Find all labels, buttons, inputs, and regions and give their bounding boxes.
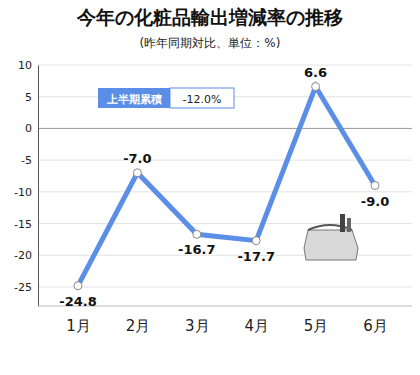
data-label: -16.7 xyxy=(178,242,215,257)
x-tick: 3月 xyxy=(185,306,210,335)
x-tick-label: 6月 xyxy=(363,317,388,335)
title: 今年の化粧品輸出増減率の推移 xyxy=(76,6,343,28)
grid xyxy=(38,65,412,287)
annotation-value: -12.0% xyxy=(183,93,222,106)
y-axis: 10 5 0 -5 -10 -15 -20 -25 xyxy=(14,59,38,306)
y-tick-label: -15 xyxy=(14,218,32,231)
annotation: 上半期累積 -12.0% xyxy=(98,88,234,108)
marker xyxy=(371,182,379,190)
y-tick: 10 xyxy=(18,59,38,72)
x-tick: 2月 xyxy=(126,306,151,335)
data-label: -17.7 xyxy=(237,249,274,264)
annotation-box-left xyxy=(98,88,170,108)
grid-line xyxy=(38,286,412,287)
y-tick: -10 xyxy=(14,186,38,199)
x-tick: 5月 xyxy=(304,306,329,335)
marker xyxy=(252,237,260,245)
y-tick: -15 xyxy=(14,218,38,231)
y-tick: -5 xyxy=(21,154,38,167)
grid-line xyxy=(38,160,412,161)
pouch-top xyxy=(308,225,352,230)
x-tick-label: 5月 xyxy=(304,317,329,335)
marker xyxy=(193,230,201,238)
y-tick-label: 0 xyxy=(25,122,32,135)
y-tick-label: 5 xyxy=(25,91,32,104)
data-label: -7.0 xyxy=(123,151,151,166)
y-tick: 0 xyxy=(25,122,38,135)
x-tick: 6月 xyxy=(363,306,388,335)
data-label: -9.0 xyxy=(361,194,389,209)
line xyxy=(78,87,375,286)
y-tick-label: -25 xyxy=(14,281,32,294)
y-tick-label: -5 xyxy=(21,154,32,167)
x-axis: 1月 2月 3月 4月 5月 6月 xyxy=(38,306,412,335)
y-tick: -20 xyxy=(14,249,38,262)
y-tick: -25 xyxy=(14,281,38,294)
subtitle: (昨年同期対比、単位：%) xyxy=(140,36,281,50)
marker xyxy=(133,169,141,177)
grid-line xyxy=(38,128,412,129)
y-tick-label: 10 xyxy=(18,59,32,72)
marker xyxy=(74,282,82,290)
marker xyxy=(312,83,320,91)
grid-line xyxy=(38,191,412,192)
data-labels: -24.8 -7.0 -16.7 -17.7 6.6 -9.0 xyxy=(59,65,389,309)
grid-line xyxy=(38,65,412,66)
x-tick: 1月 xyxy=(66,306,91,335)
pouch-item xyxy=(340,214,345,232)
data-label: -24.8 xyxy=(59,294,96,309)
x-tick-label: 3月 xyxy=(185,317,210,335)
pouch-body xyxy=(304,230,358,260)
y-axis-line xyxy=(38,66,39,307)
x-tick: 4月 xyxy=(244,306,269,335)
y-tick-label: -10 xyxy=(14,186,32,199)
pouch-item xyxy=(347,218,351,232)
x-tick-label: 4月 xyxy=(244,317,269,335)
plot-area xyxy=(74,83,379,290)
x-tick-label: 1月 xyxy=(66,317,91,335)
data-label: 6.6 xyxy=(304,65,327,80)
pouch-icon xyxy=(304,214,358,260)
grid-line xyxy=(38,223,412,224)
x-tick-label: 2月 xyxy=(126,317,151,335)
y-tick: 5 xyxy=(25,91,38,104)
annotation-box-right xyxy=(170,88,234,108)
y-tick-label: -20 xyxy=(14,249,32,262)
chart: 今年の化粧品輸出増減率の推移 (昨年同期対比、単位：%) 10 5 0 -5 -10 -15 -… xyxy=(0,0,420,375)
annotation-label: 上半期累積 xyxy=(106,93,162,106)
